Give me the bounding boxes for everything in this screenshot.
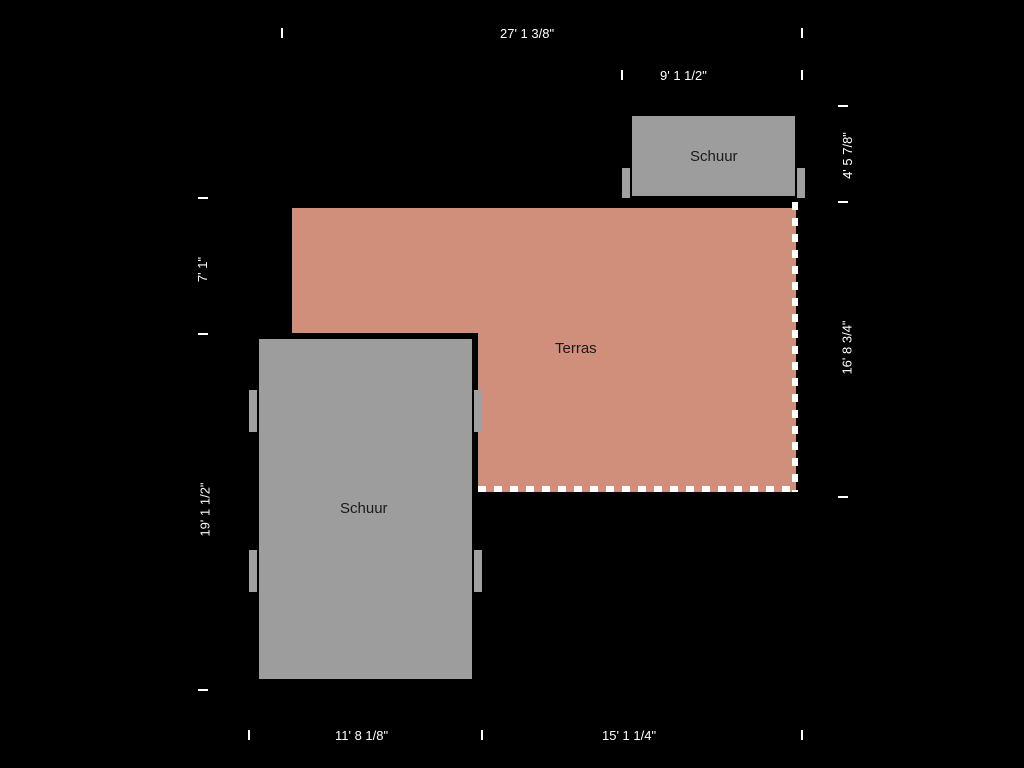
dim-left1: 7' 1"	[195, 257, 210, 282]
tick-top1-l	[281, 28, 283, 38]
schuur-small-label: Schuur	[690, 148, 738, 165]
tick-top2-l	[621, 70, 623, 80]
window-schuur-small-right	[797, 168, 805, 198]
window-schuur-large-right-1	[474, 390, 482, 432]
window-schuur-large-right-2	[474, 550, 482, 592]
tick-left2-b	[198, 689, 208, 691]
window-schuur-large-left-2	[249, 550, 257, 592]
dim-top1: 27' 1 3/8"	[500, 26, 554, 41]
dim-top2: 9' 1 1/2"	[660, 68, 707, 83]
terras-bottom-dash	[478, 486, 798, 492]
tick-top2-r	[801, 70, 803, 80]
terras-right-dash	[792, 202, 798, 492]
tick-left2-t	[198, 333, 208, 335]
tick-top1-r	[801, 28, 803, 38]
tick-bottom2-l	[481, 730, 483, 740]
tick-right2-b	[838, 496, 848, 498]
tick-right1-t	[838, 105, 848, 107]
tick-bottom2-r	[801, 730, 803, 740]
dim-bottom2: 15' 1 1/4"	[602, 728, 656, 743]
window-schuur-small-left	[622, 168, 630, 198]
dim-left2: 19' 1 1/2"	[198, 482, 213, 536]
tick-bottom1-l	[248, 730, 250, 740]
dim-bottom1: 11' 8 1/8"	[335, 728, 388, 743]
terras-label: Terras	[555, 340, 597, 357]
dim-right2: 16' 8 3/4"	[840, 320, 855, 374]
schuur-large-label: Schuur	[340, 500, 388, 517]
dim-right1: 4' 5 7/8"	[840, 132, 855, 179]
tick-left1-t	[198, 197, 208, 199]
floorplan-stage: Terras Schuur Schuur 27' 1 3/8" 9' 1 1/2…	[0, 0, 1024, 768]
window-schuur-large-left-1	[249, 390, 257, 432]
tick-right2-t	[838, 201, 848, 203]
